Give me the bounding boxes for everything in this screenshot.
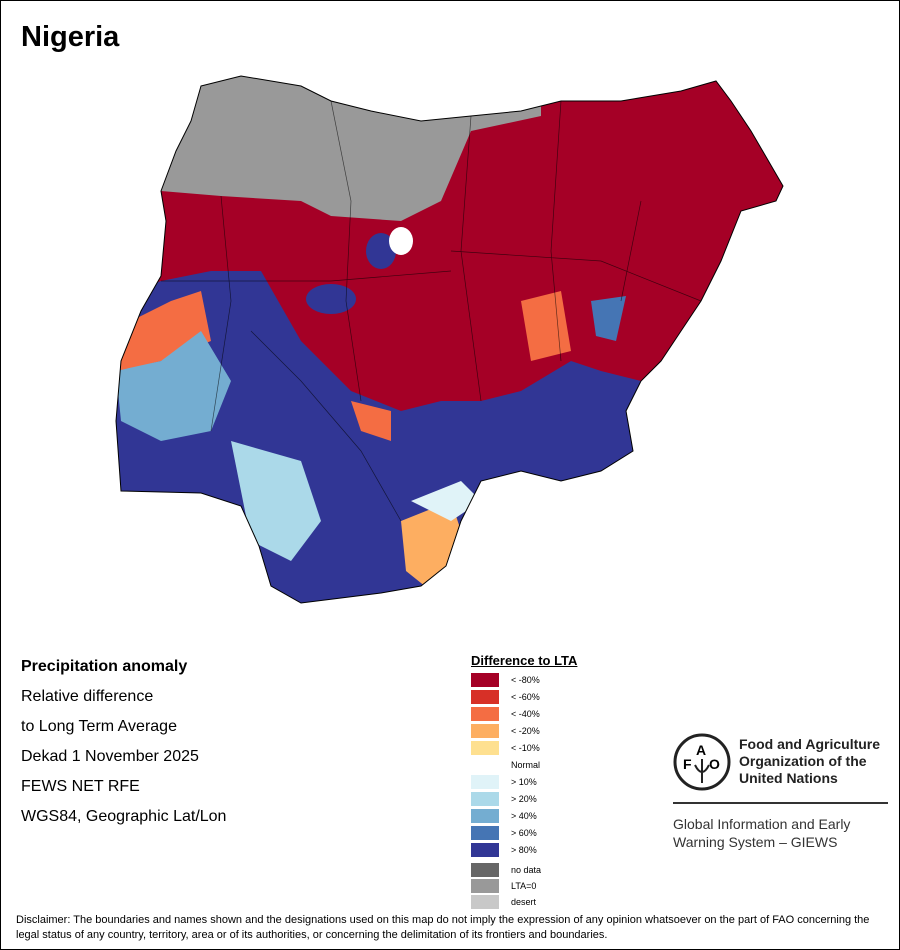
- legend-swatch: [471, 690, 499, 704]
- legend-swatch: [471, 741, 499, 755]
- state-boundaries: [161, 100, 702, 522]
- legend-swatch: [471, 775, 499, 789]
- divider: [673, 802, 888, 804]
- map-title: Nigeria: [21, 21, 120, 53]
- legend-swatch: [471, 724, 499, 738]
- legend-swatch: [471, 809, 499, 823]
- dry-patch: [351, 401, 391, 441]
- wet-patch: [231, 441, 321, 561]
- legend-label: > 80%: [511, 845, 537, 855]
- svg-text:F: F: [683, 756, 692, 772]
- info-line: to Long Term Average: [21, 718, 177, 735]
- legend-item: > 80%: [471, 843, 537, 857]
- fao-name-line: Food and Agriculture: [739, 736, 881, 752]
- info-product: Precipitation anomaly: [21, 658, 188, 675]
- legend-label: desert: [511, 897, 537, 907]
- fao-logo-icon: F A O: [673, 733, 731, 791]
- legend-swatch: [471, 758, 499, 772]
- legend-label: LTA=0: [511, 881, 537, 891]
- legend-item: < -60%: [471, 690, 540, 704]
- legend-swatch: [471, 826, 499, 840]
- info-projection: WGS84, Geographic Lat/Lon: [21, 808, 227, 825]
- fao-name-line: Organization of the: [739, 753, 867, 769]
- wet-patch: [591, 296, 626, 341]
- legend-item: LTA=0: [471, 879, 536, 893]
- legend-item: < -10%: [471, 741, 540, 755]
- svg-text:O: O: [709, 756, 720, 772]
- wet-patch: [366, 233, 396, 269]
- giews-line: Global Information and Early: [673, 816, 851, 832]
- legend-label: < -40%: [511, 709, 540, 719]
- legend-label: > 60%: [511, 828, 537, 838]
- legend-item: < -20%: [471, 724, 540, 738]
- legend-swatch: [471, 895, 499, 909]
- legend-label: < -80%: [511, 675, 540, 685]
- fao-name-line: United Nations: [739, 770, 838, 786]
- legend-item: > 20%: [471, 792, 537, 806]
- legend-label: < -10%: [511, 743, 540, 753]
- fao-name: Food and Agriculture Organization of the…: [739, 736, 880, 787]
- legend-item: < -40%: [471, 707, 540, 721]
- legend-label: < -20%: [511, 726, 540, 736]
- legend-label: > 20%: [511, 794, 537, 804]
- svg-text:A: A: [696, 742, 706, 758]
- legend-label: > 10%: [511, 777, 537, 787]
- legend-item: > 40%: [471, 809, 537, 823]
- legend-item: < -80%: [471, 673, 540, 687]
- info-dekad: Dekad 1 November 2025: [21, 748, 199, 765]
- legend-item: desert: [471, 895, 536, 909]
- legend-label: Normal: [511, 760, 541, 770]
- country-border: [115, 75, 784, 604]
- legend-swatch: [471, 863, 499, 877]
- legend-swatch: [471, 879, 499, 893]
- giews-line: Warning System – GIEWS: [673, 834, 838, 850]
- legend-item: > 10%: [471, 775, 537, 789]
- giews-name: Global Information and Early Warning Sys…: [673, 815, 850, 851]
- legend-label: < -60%: [511, 692, 540, 702]
- legend-swatch: [471, 707, 499, 721]
- legend-swatch: [471, 673, 499, 687]
- precipitation-anomaly-map: [115, 75, 784, 604]
- legend-swatch: [471, 843, 499, 857]
- info-line: Relative difference: [21, 688, 154, 705]
- dry-patch: [521, 291, 571, 361]
- legend-label: > 40%: [511, 811, 537, 821]
- legend-item: > 60%: [471, 826, 537, 840]
- legend-swatch: [471, 792, 499, 806]
- wet-patch: [411, 481, 481, 521]
- disclaimer: Disclaimer: The boundaries and names sho…: [16, 914, 870, 941]
- wet-patch: [306, 284, 356, 314]
- legend-label: no data: [511, 865, 542, 875]
- legend-item: no data: [471, 863, 541, 877]
- info-source: FEWS NET RFE: [21, 778, 140, 795]
- wet-patch: [116, 331, 231, 441]
- normal-patch: [389, 227, 413, 255]
- legend-title: Difference to LTA: [471, 653, 578, 668]
- legend-item: Normal: [471, 758, 540, 772]
